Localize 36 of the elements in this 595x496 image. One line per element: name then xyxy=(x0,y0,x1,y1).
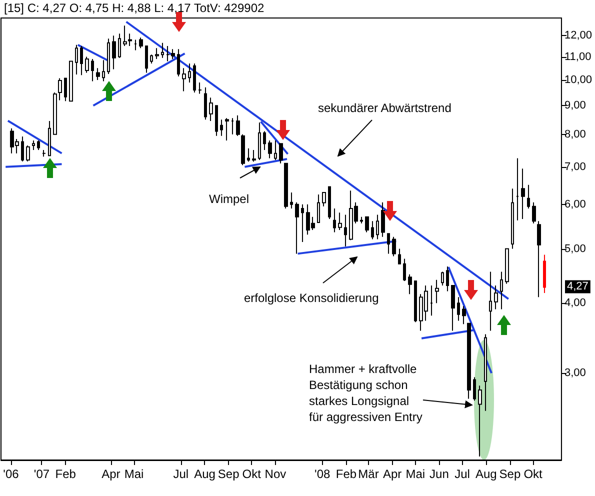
x-tick-label: Feb xyxy=(55,467,76,481)
x-tick-label: Apr xyxy=(102,467,120,481)
x-tick-label: '06 xyxy=(3,467,20,481)
chart-title: [15] C: 4,27 O: 4,75 H: 4,88 L: 4,17 TotV: 429902 xyxy=(4,1,265,15)
x-tick-label: Mai xyxy=(124,467,144,481)
x-tick-label: Aug xyxy=(194,467,216,481)
y-tick-label: 3,00 xyxy=(564,367,586,380)
y-tick-label: 4,00 xyxy=(564,297,586,310)
y-tick-label: 9,00 xyxy=(564,100,586,112)
x-tick-label: '08 xyxy=(314,467,331,481)
text: 4,27 xyxy=(567,280,588,293)
annotation: sekundärer Abwärtstrend xyxy=(318,101,452,115)
y-tick-label: 10,00 xyxy=(564,74,592,86)
x-tick-label: Okt xyxy=(242,467,262,481)
y-tick-label: 12,00 xyxy=(564,30,592,42)
x-tick-label: Sep xyxy=(499,467,521,481)
x-tick-label: Nov xyxy=(264,467,286,481)
x-tick-label: Okt xyxy=(524,467,544,481)
y-tick-label: 5,00 xyxy=(564,242,586,255)
x-tick-label: Apr xyxy=(382,467,402,481)
x-tick-label: Aug xyxy=(475,467,497,481)
x-tick-label: Jun xyxy=(430,467,449,481)
x-tick-label: '07 xyxy=(34,467,50,481)
x-tick-label: Mai xyxy=(406,467,426,481)
annotation: erfolglose Konsolidierung xyxy=(244,291,379,305)
y-tick-label: 11,00 xyxy=(564,50,592,63)
y-tick-label: 7,00 xyxy=(564,160,586,173)
annotation: Wimpel xyxy=(209,192,250,206)
x-tick-label: Jul xyxy=(173,467,189,481)
x-tick-label: Feb xyxy=(336,467,357,481)
x-tick-label: Mär xyxy=(358,467,379,481)
x-tick-label: Sep xyxy=(218,467,240,481)
y-tick-label: 8,00 xyxy=(564,128,586,140)
annotation: Hammer + kraftvolle Bestätigung schon starkes Longsignal für aggressiven Entry xyxy=(309,362,422,424)
x-tick-label: Jul xyxy=(454,467,470,481)
y-tick-label: 6,00 xyxy=(564,198,586,210)
